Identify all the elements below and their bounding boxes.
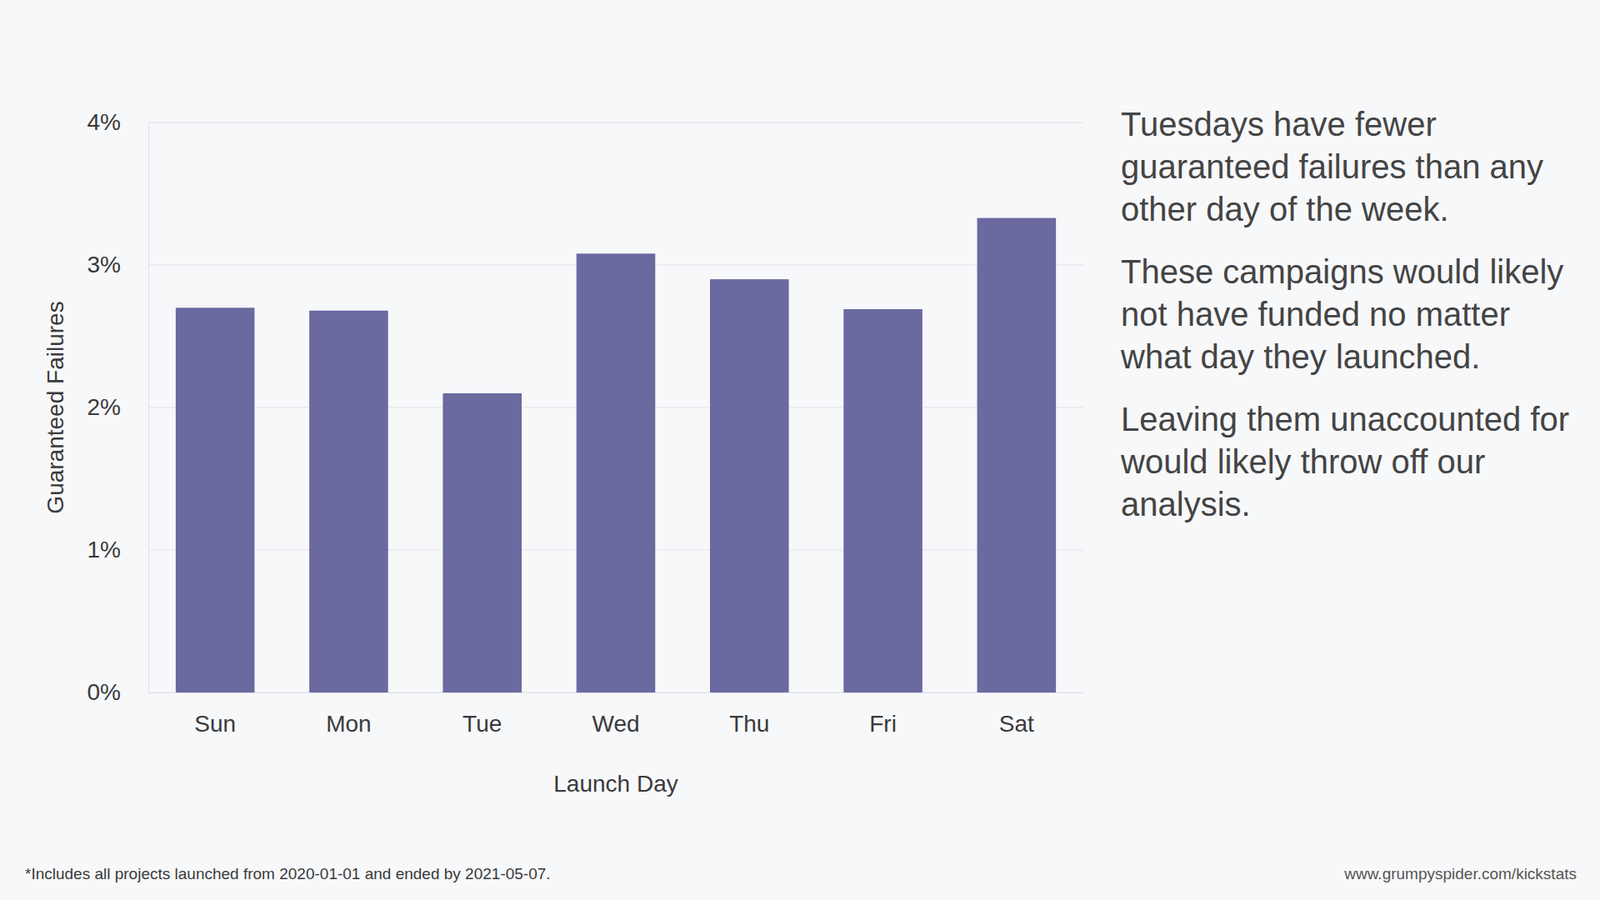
x-tick-label: Wed <box>591 710 640 737</box>
x-axis-line <box>149 692 1085 694</box>
x-tick-label: Tue <box>462 710 502 737</box>
x-tick: Fri <box>869 692 897 737</box>
annotation: Tuesdays have fewerguaranteed failures t… <box>1120 105 1544 228</box>
y-axis-title: Guaranteed Failures <box>42 300 69 514</box>
bar <box>977 218 1057 693</box>
annotation: Leaving them unaccounted forwould likely… <box>1120 400 1570 523</box>
y-tick-label: 1% <box>87 536 121 563</box>
x-tick-label: Sun <box>194 710 236 737</box>
y-tick: 3% <box>87 251 149 278</box>
x-tick-label: Mon <box>325 710 371 737</box>
bar <box>309 310 389 693</box>
x-tick-label: Thu <box>729 710 770 737</box>
chart: 0% 1% 2% 3% 4% Sun Mon Tue Wed Thu Fri Sat Launch Da… <box>0 0 1600 900</box>
x-tick-label: Fri <box>869 710 897 737</box>
x-tick: Mon <box>325 692 371 737</box>
footnote: *Includes all projects launched from 202… <box>25 865 551 883</box>
bar <box>442 393 522 693</box>
x-axis-title: Launch Day <box>553 770 678 797</box>
y-axis: 0% 1% 2% 3% 4% <box>87 109 150 705</box>
background <box>0 0 1600 900</box>
x-tick: Tue <box>462 692 502 737</box>
x-tick: Thu <box>729 692 770 737</box>
annotation: These campaigns would likelynot have fun… <box>1120 253 1564 375</box>
x-tick: Sat <box>999 692 1035 737</box>
y-tick-label: 0% <box>87 679 121 705</box>
y-tick: 1% <box>87 536 149 563</box>
bar <box>710 279 790 693</box>
x-tick: Wed <box>591 692 640 737</box>
x-tick: Sun <box>194 692 236 737</box>
y-tick-label: 4% <box>87 109 121 135</box>
bar <box>576 253 656 693</box>
grid <box>148 122 1084 693</box>
bar <box>843 309 923 693</box>
grid-line <box>148 122 1084 124</box>
bar <box>175 307 255 693</box>
x-axis: Sun Mon Tue Wed Thu Fri Sat <box>149 692 1085 737</box>
y-tick: 4% <box>87 109 149 135</box>
y-tick: 2% <box>87 394 149 420</box>
bars <box>175 218 1056 693</box>
x-tick-label: Sat <box>999 710 1035 737</box>
y-tick-label: 3% <box>87 251 121 278</box>
source: www.grumpyspider.com/kickstats <box>1343 865 1577 883</box>
y-tick: 0% <box>87 679 149 705</box>
y-axis-line <box>148 123 150 694</box>
y-tick-label: 2% <box>87 394 121 420</box>
